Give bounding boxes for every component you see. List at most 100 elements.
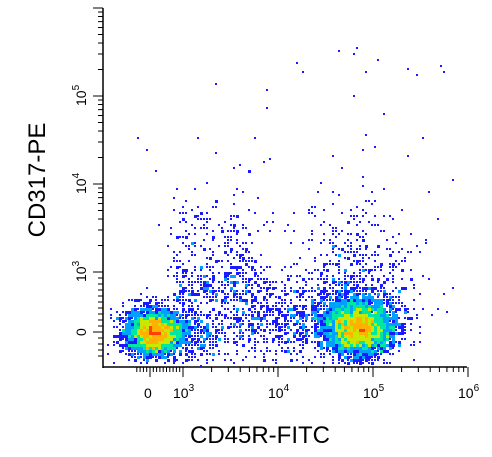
event-dot bbox=[290, 287, 292, 289]
event-dot bbox=[212, 290, 215, 293]
event-dot bbox=[389, 296, 392, 299]
event-dot bbox=[389, 338, 391, 340]
event-dot bbox=[233, 338, 235, 340]
event-dot bbox=[362, 185, 364, 187]
event-dot bbox=[125, 329, 128, 332]
event-dot bbox=[218, 272, 220, 274]
event-dot bbox=[311, 287, 313, 289]
event-dot bbox=[203, 239, 205, 241]
event-dot bbox=[146, 347, 149, 350]
event-dot bbox=[233, 224, 236, 227]
event-dot bbox=[353, 347, 356, 350]
event-dot bbox=[368, 329, 371, 332]
event-dot bbox=[377, 356, 380, 359]
event-dot bbox=[374, 341, 377, 344]
event-dot bbox=[311, 311, 314, 314]
event-dot bbox=[161, 329, 164, 332]
event-dot bbox=[230, 323, 232, 325]
event-dot bbox=[194, 353, 196, 355]
event-dot bbox=[218, 329, 220, 331]
event-dot bbox=[134, 341, 137, 344]
event-dot bbox=[122, 302, 124, 304]
event-dot bbox=[233, 257, 235, 259]
event-dot bbox=[344, 272, 346, 274]
event-dot bbox=[164, 344, 167, 347]
event-dot bbox=[362, 254, 364, 256]
event-dot bbox=[134, 353, 136, 355]
event-dot bbox=[323, 281, 326, 284]
event-dot bbox=[266, 323, 268, 325]
event-dot bbox=[296, 353, 298, 355]
event-dot bbox=[251, 314, 254, 317]
event-dot bbox=[329, 305, 332, 308]
event-dot bbox=[392, 320, 395, 323]
event-dot bbox=[170, 317, 173, 320]
event-dot bbox=[341, 287, 343, 289]
event-dot bbox=[221, 302, 223, 304]
event-dot bbox=[230, 230, 232, 232]
event-dot bbox=[161, 356, 164, 359]
event-dot bbox=[323, 314, 326, 317]
event-dot bbox=[173, 353, 175, 355]
event-dot bbox=[290, 341, 292, 343]
event-dot bbox=[203, 296, 205, 298]
event-dot bbox=[206, 257, 208, 259]
event-dot bbox=[269, 284, 271, 286]
event-dot bbox=[224, 317, 226, 319]
event-dot bbox=[197, 275, 199, 277]
event-dot bbox=[347, 299, 350, 302]
event-dot bbox=[230, 239, 232, 241]
event-dot bbox=[323, 296, 326, 299]
event-dot bbox=[287, 320, 289, 322]
event-dot bbox=[272, 212, 274, 214]
event-dot bbox=[332, 275, 334, 277]
event-dot bbox=[326, 281, 328, 283]
event-dot bbox=[344, 284, 347, 287]
event-dot bbox=[143, 332, 146, 335]
event-dot bbox=[302, 329, 304, 331]
event-dot bbox=[377, 224, 379, 226]
event-dot bbox=[344, 320, 347, 323]
event-dot bbox=[359, 236, 361, 238]
event-dot bbox=[374, 224, 376, 226]
event-dot bbox=[203, 275, 206, 278]
event-dot bbox=[122, 344, 125, 347]
event-dot bbox=[353, 272, 355, 274]
event-dot bbox=[296, 332, 298, 334]
event-dot bbox=[209, 338, 211, 340]
event-dot bbox=[371, 299, 374, 302]
event-dot bbox=[230, 218, 232, 220]
event-dot bbox=[395, 320, 398, 323]
event-dot bbox=[356, 293, 359, 296]
event-dot bbox=[194, 317, 196, 319]
event-dot bbox=[248, 329, 250, 331]
event-dot bbox=[404, 311, 407, 314]
event-dot bbox=[263, 317, 266, 320]
event-dot bbox=[251, 284, 253, 286]
event-dot bbox=[332, 263, 334, 265]
event-dot bbox=[344, 350, 347, 353]
event-dot bbox=[362, 269, 365, 272]
event-dot bbox=[236, 272, 239, 275]
event-dot bbox=[230, 359, 232, 361]
event-dot bbox=[326, 347, 329, 350]
event-dot bbox=[314, 305, 317, 308]
event-dot bbox=[149, 344, 152, 347]
event-dot bbox=[161, 299, 163, 301]
event-dot bbox=[251, 296, 253, 298]
event-dot bbox=[338, 320, 341, 323]
event-dot bbox=[254, 344, 256, 346]
event-dot bbox=[173, 320, 176, 323]
event-dot bbox=[200, 341, 202, 343]
event-dot bbox=[413, 308, 415, 310]
event-dot bbox=[245, 290, 248, 293]
event-dot bbox=[347, 350, 350, 353]
event-dot bbox=[314, 308, 317, 311]
event-dot bbox=[317, 332, 320, 335]
event-dot bbox=[317, 293, 320, 296]
event-dot bbox=[323, 299, 325, 301]
event-dot bbox=[266, 308, 269, 311]
event-dot bbox=[347, 251, 349, 253]
event-dot bbox=[152, 347, 155, 350]
event-dot bbox=[350, 242, 352, 244]
